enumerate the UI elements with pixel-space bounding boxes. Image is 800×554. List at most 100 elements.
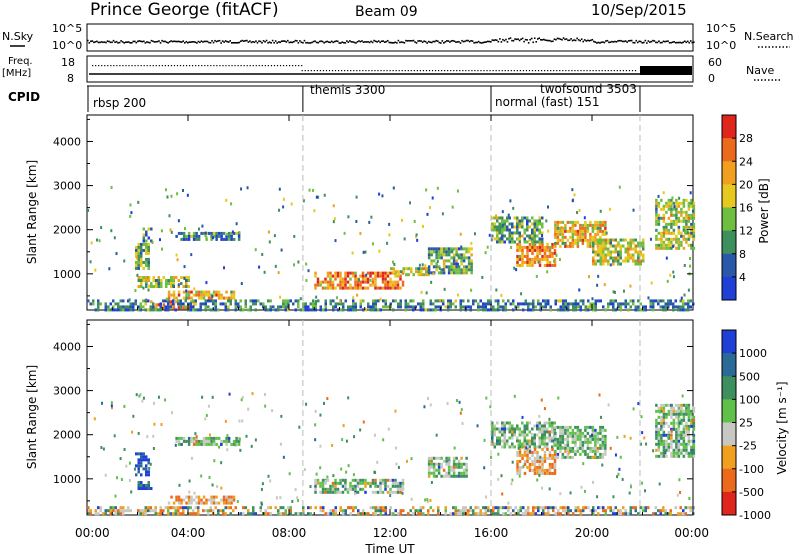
echo-cell [619, 308, 622, 312]
echo-cell [339, 271, 342, 275]
echo-cell [584, 425, 587, 429]
echo-cell [660, 234, 663, 238]
echo-cell [655, 222, 658, 226]
echo-cell [667, 409, 671, 413]
echo-cell [551, 436, 554, 440]
colorbar-tick-label: 8 [739, 248, 746, 261]
echo-cell [377, 299, 380, 303]
echo-cell [202, 439, 206, 443]
echo-cell [531, 231, 534, 235]
echo-cell [574, 509, 577, 513]
echo-cell [124, 509, 127, 513]
echo-cell [392, 308, 395, 312]
echo-cell [182, 306, 186, 310]
echo-cell [224, 308, 227, 312]
echo-cell [315, 195, 318, 199]
noise-point [674, 41, 677, 44]
echo-cell [329, 509, 332, 513]
echo-cell [624, 299, 627, 303]
echo-cell [538, 228, 541, 232]
echo-cell [452, 271, 456, 275]
noise-point [680, 42, 683, 44]
echo-cell [664, 302, 667, 306]
echo-cell [177, 501, 181, 505]
noise-point [538, 37, 541, 39]
echo-cell [145, 298, 148, 302]
noise-point [306, 41, 309, 44]
echo-cell [427, 273, 430, 277]
echo-cell [456, 462, 459, 466]
echo-cell [145, 239, 148, 243]
echo-cell [551, 439, 554, 443]
echo-cell [687, 207, 691, 211]
echo-cell [497, 509, 500, 513]
echo-cell [586, 446, 590, 450]
echo-cell [678, 412, 681, 416]
echo-cell [427, 512, 430, 516]
noise-point [130, 42, 133, 44]
echo-cell [470, 241, 473, 245]
echo-cell [675, 237, 678, 241]
nave-point [631, 70, 634, 72]
echo-cell [627, 302, 630, 306]
echo-cell [657, 219, 661, 223]
echo-cell [685, 210, 688, 214]
noise-point [396, 42, 398, 44]
echo-cell [634, 250, 637, 254]
echo-cell [199, 302, 202, 306]
echo-cell [447, 247, 451, 251]
echo-cell [189, 308, 192, 312]
echo-cell [190, 495, 193, 499]
nave-point [246, 65, 248, 67]
echo-cell [345, 470, 348, 474]
echo-cell [459, 299, 462, 303]
echo-cell [596, 226, 600, 230]
echo-cell [450, 265, 453, 269]
echo-cell [675, 216, 678, 220]
echo-cell [231, 230, 234, 234]
echo-cell [589, 223, 592, 227]
echo-cell [541, 225, 544, 229]
echo-cell [440, 271, 443, 275]
echo-cell [692, 204, 696, 208]
echo-cell [598, 393, 601, 397]
echo-cell [374, 305, 377, 309]
echo-cell [655, 213, 658, 217]
echo-cell [167, 512, 170, 516]
echo-cell [531, 222, 534, 226]
echo-cell [129, 509, 132, 513]
echo-cell [541, 424, 544, 428]
echo-cell [182, 439, 186, 443]
echo-cell [526, 447, 529, 451]
echo-cell [655, 198, 658, 202]
echo-cell [455, 262, 458, 266]
echo-cell [618, 185, 621, 189]
echo-cell [662, 454, 666, 458]
echo-cell [624, 512, 627, 516]
echo-cell [602, 262, 605, 266]
echo-cell [612, 250, 615, 254]
echo-cell [144, 248, 148, 252]
noise-point [217, 40, 219, 42]
noise-point [91, 40, 94, 42]
echo-cell [569, 455, 572, 459]
echo-cell [225, 498, 228, 502]
echo-cell [634, 308, 637, 312]
echo-cell [407, 512, 410, 516]
echo-cell [154, 509, 157, 513]
echo-cell [175, 439, 178, 443]
echo-cell [569, 431, 572, 435]
echo-cell [667, 207, 671, 211]
echo-cell [660, 454, 663, 458]
echo-cell [640, 415, 643, 419]
echo-cell [427, 465, 431, 469]
echo-cell [426, 498, 429, 502]
echo-cell [401, 487, 405, 491]
echo-cell [389, 490, 392, 494]
echo-cell [666, 279, 669, 283]
echo-cell [678, 421, 681, 425]
echo-cell [145, 243, 148, 247]
echo-cell [614, 453, 617, 457]
echo-cell [652, 305, 655, 309]
echo-cell [155, 303, 158, 307]
